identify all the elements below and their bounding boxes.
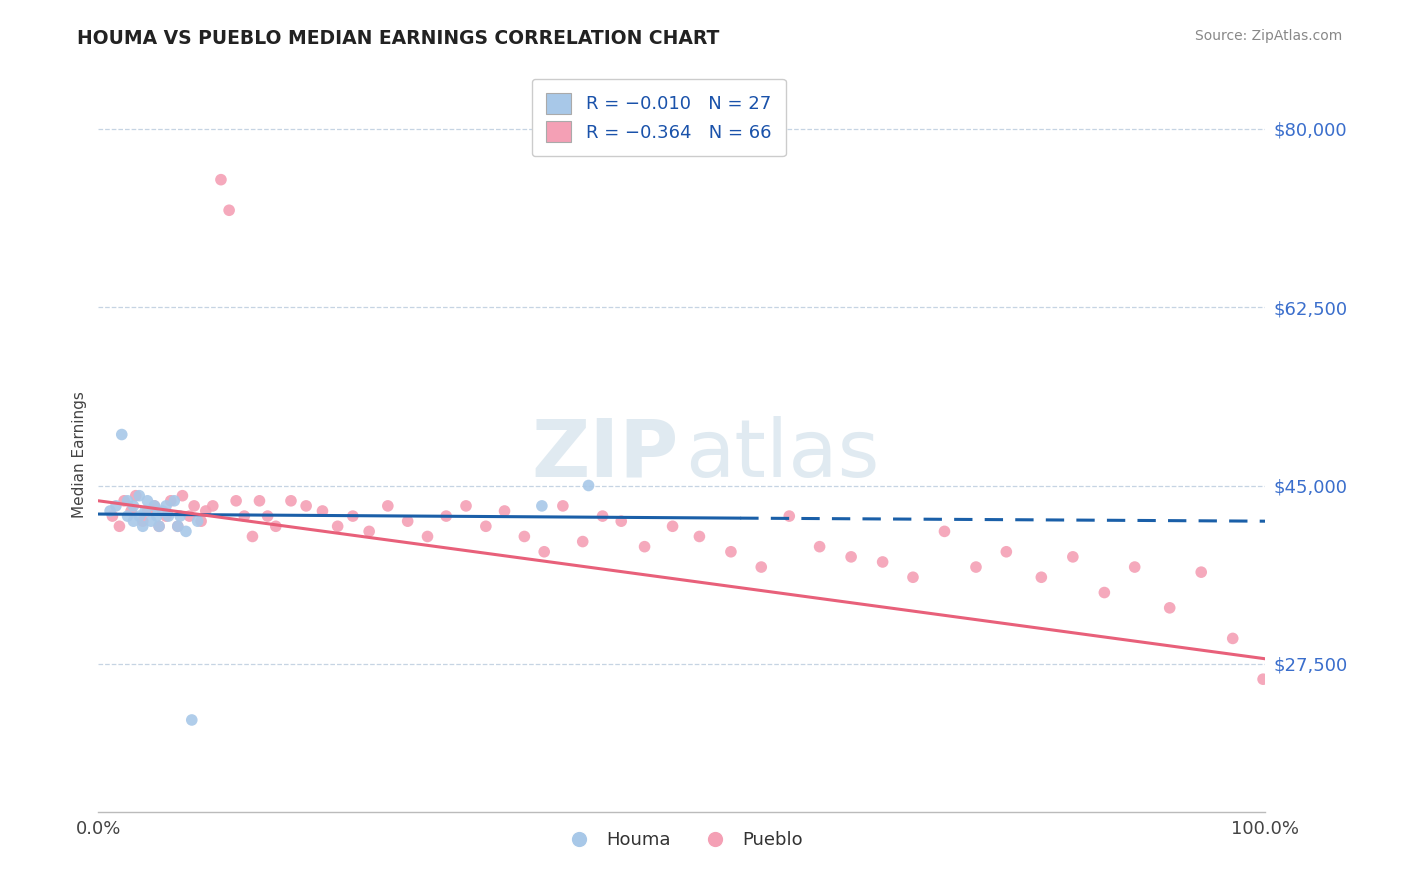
Point xyxy=(513,529,536,543)
Point xyxy=(146,509,169,524)
Point xyxy=(233,509,256,524)
Point xyxy=(172,489,194,503)
Point xyxy=(136,493,159,508)
Point xyxy=(143,499,166,513)
Point xyxy=(194,504,217,518)
Point xyxy=(183,499,205,513)
Point xyxy=(112,493,135,508)
Point xyxy=(139,514,162,528)
Point xyxy=(120,504,142,518)
Point xyxy=(778,509,800,524)
Point xyxy=(166,519,188,533)
Point xyxy=(136,504,159,518)
Point xyxy=(995,545,1018,559)
Point xyxy=(359,524,381,539)
Point xyxy=(169,509,191,524)
Point xyxy=(377,499,399,513)
Point xyxy=(134,504,156,518)
Point xyxy=(117,493,139,508)
Point xyxy=(166,519,188,533)
Point xyxy=(242,529,264,543)
Point xyxy=(122,499,145,513)
Point xyxy=(125,489,148,503)
Point xyxy=(1062,549,1084,564)
Point xyxy=(264,519,287,533)
Point xyxy=(688,529,710,543)
Text: ZIP: ZIP xyxy=(531,416,679,494)
Point xyxy=(475,519,498,533)
Point xyxy=(122,514,145,528)
Point xyxy=(434,509,457,524)
Point xyxy=(143,499,166,513)
Point xyxy=(610,514,633,528)
Point xyxy=(155,499,177,513)
Point xyxy=(163,493,186,508)
Point xyxy=(720,545,742,559)
Legend: Houma, Pueblo: Houma, Pueblo xyxy=(554,824,810,856)
Point xyxy=(396,514,419,528)
Point xyxy=(209,172,232,186)
Point xyxy=(1189,565,1212,579)
Point xyxy=(1222,632,1244,646)
Point xyxy=(159,493,181,508)
Point xyxy=(280,493,302,508)
Point xyxy=(148,519,170,533)
Point xyxy=(155,509,177,524)
Text: atlas: atlas xyxy=(685,416,880,494)
Point xyxy=(1031,570,1053,584)
Point xyxy=(179,509,201,524)
Point xyxy=(132,514,155,528)
Point xyxy=(1092,585,1115,599)
Text: Source: ZipAtlas.com: Source: ZipAtlas.com xyxy=(1195,29,1343,44)
Point xyxy=(326,519,349,533)
Point xyxy=(551,499,574,513)
Point xyxy=(494,504,516,518)
Point xyxy=(187,514,209,528)
Point xyxy=(578,478,600,492)
Text: HOUMA VS PUEBLO MEDIAN EARNINGS CORRELATION CHART: HOUMA VS PUEBLO MEDIAN EARNINGS CORRELAT… xyxy=(77,29,720,48)
Point xyxy=(256,509,278,524)
Point xyxy=(218,203,240,218)
Point xyxy=(157,509,180,524)
Point xyxy=(571,534,593,549)
Point xyxy=(128,489,150,503)
Point xyxy=(295,499,318,513)
Point xyxy=(749,560,772,574)
Point xyxy=(533,545,555,559)
Point xyxy=(661,519,683,533)
Point xyxy=(132,519,155,533)
Point xyxy=(454,499,477,513)
Point xyxy=(965,560,987,574)
Point xyxy=(104,499,127,513)
Point xyxy=(111,427,134,442)
Point xyxy=(249,493,271,508)
Point xyxy=(152,504,174,518)
Point xyxy=(101,509,124,524)
Point xyxy=(872,555,894,569)
Point xyxy=(225,493,247,508)
Point xyxy=(174,524,197,539)
Point xyxy=(416,529,439,543)
Point xyxy=(901,570,924,584)
Point xyxy=(98,504,121,518)
Point xyxy=(128,509,150,524)
Point xyxy=(190,514,212,528)
Point xyxy=(934,524,956,539)
Point xyxy=(1251,672,1274,686)
Point xyxy=(342,509,364,524)
Point xyxy=(633,540,655,554)
Point xyxy=(117,509,139,524)
Point xyxy=(1123,560,1146,574)
Point xyxy=(839,549,862,564)
Point xyxy=(180,713,202,727)
Point xyxy=(201,499,224,513)
Point xyxy=(808,540,831,554)
Point xyxy=(1159,600,1181,615)
Point xyxy=(530,499,553,513)
Point xyxy=(311,504,333,518)
Point xyxy=(592,509,614,524)
Y-axis label: Median Earnings: Median Earnings xyxy=(72,392,87,518)
Point xyxy=(108,519,131,533)
Point xyxy=(148,519,170,533)
